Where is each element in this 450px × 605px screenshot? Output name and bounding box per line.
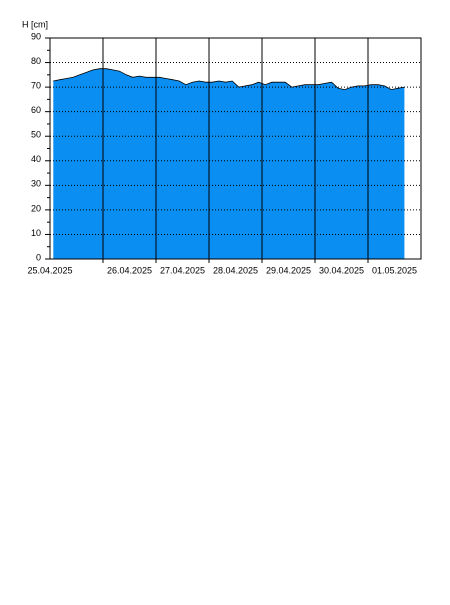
y-tick-label: 80 (31, 56, 41, 66)
area-outline (53, 68, 405, 91)
y-tick-label: 70 (31, 80, 41, 90)
x-tick-label: 28.04.2025 (213, 265, 258, 275)
y-tick-label: 50 (31, 130, 41, 140)
y-tick-label: 30 (31, 179, 41, 189)
x-tick-label: 29.04.2025 (266, 265, 311, 275)
x-tick-label: 25.04.2025 (27, 265, 72, 275)
y-tick-label: 40 (31, 154, 41, 164)
x-tick-label: 30.04.2025 (319, 265, 364, 275)
y-tick-label: 10 (31, 228, 41, 238)
plot-frame (49, 37, 422, 260)
x-tick-label: 01.05.2025 (372, 265, 417, 275)
y-tick-label: 60 (31, 105, 41, 115)
y-tick-label: 90 (31, 31, 41, 41)
x-tick-label: 27.04.2025 (160, 265, 205, 275)
y-tick-label: 0 (36, 252, 41, 262)
x-tick-label: 26.04.2025 (107, 265, 152, 275)
y-axis-label: H [cm] (22, 19, 48, 29)
y-tick-label: 20 (31, 203, 41, 213)
area (53, 68, 405, 259)
